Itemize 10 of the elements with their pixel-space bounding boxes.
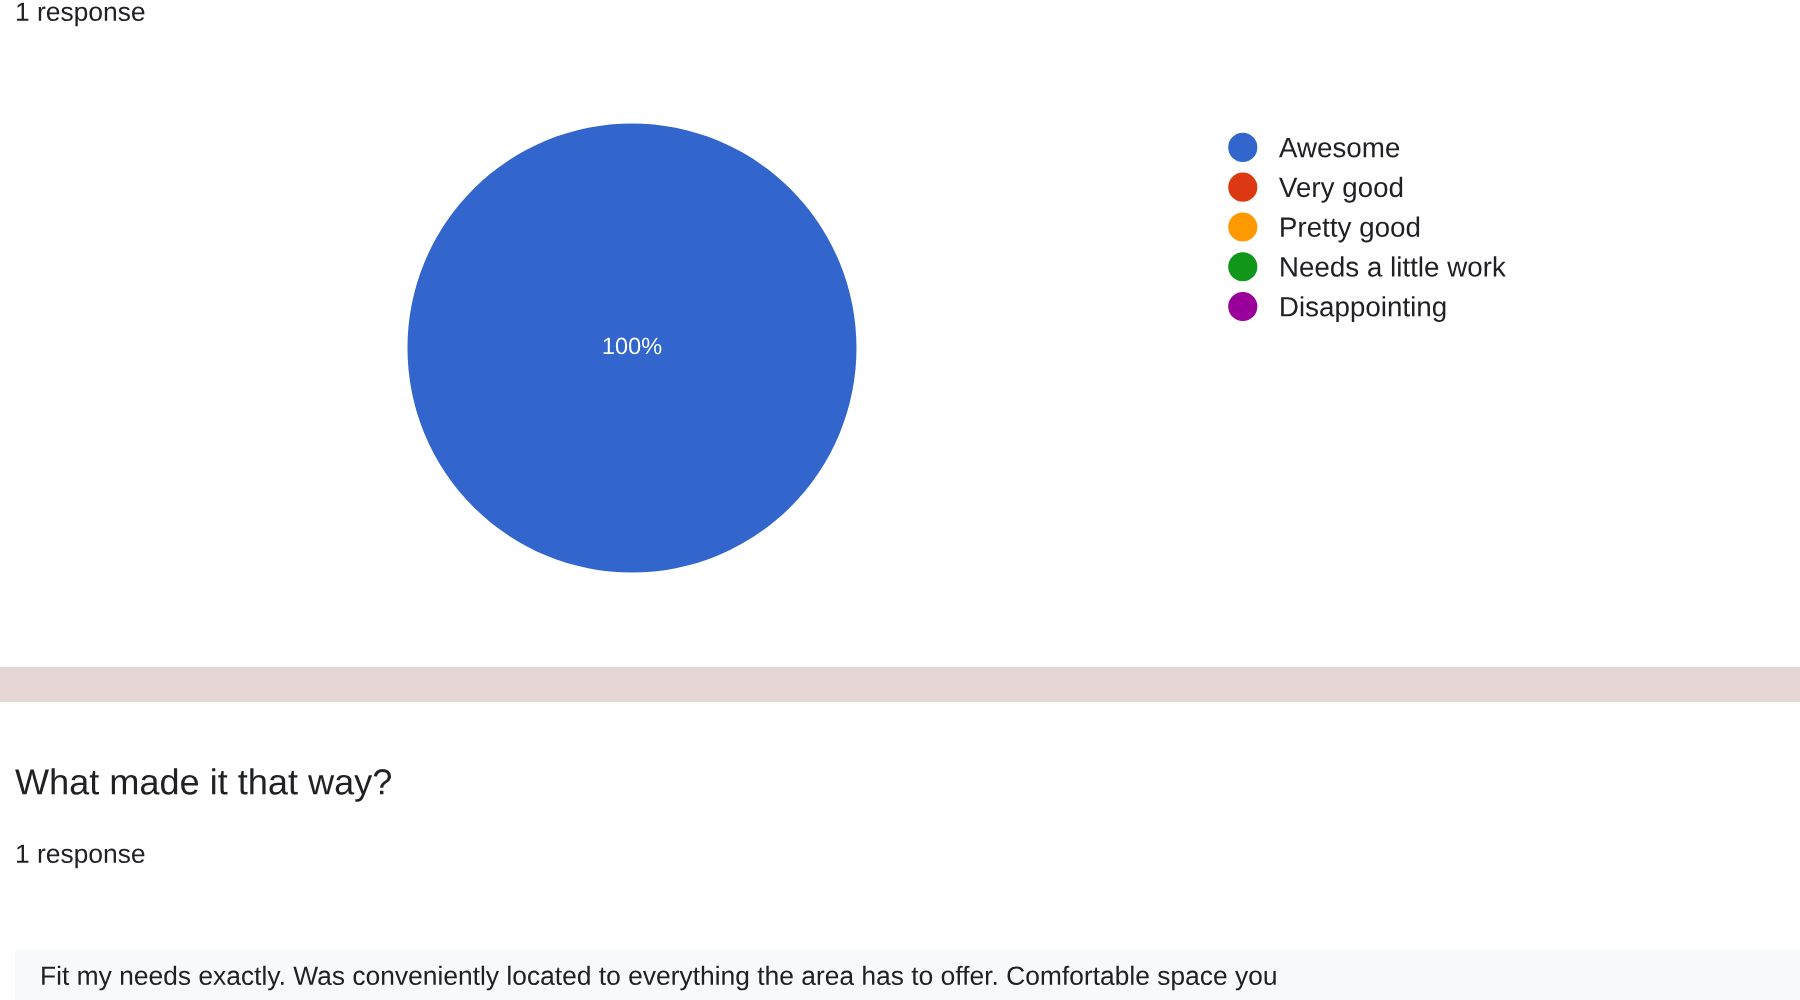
text: What made it that way? <box>15 768 391 802</box>
legend-label: Very good <box>1279 176 1403 203</box>
legend-label: Awesome <box>1278 138 1400 158</box>
data-label: 100% <box>603 337 662 355</box>
text: Fit my needs exactly. Was conveniently located to everything the area has to offer. Comfortable space you <box>42 965 1276 991</box>
legend-label: Disappointing <box>1281 296 1446 323</box>
text: 1 response <box>17 2 145 27</box>
text: 1 response <box>17 844 145 869</box>
legend-label: Pretty good <box>1281 216 1420 243</box>
legend-label: Needs a little work <box>1281 256 1506 277</box>
